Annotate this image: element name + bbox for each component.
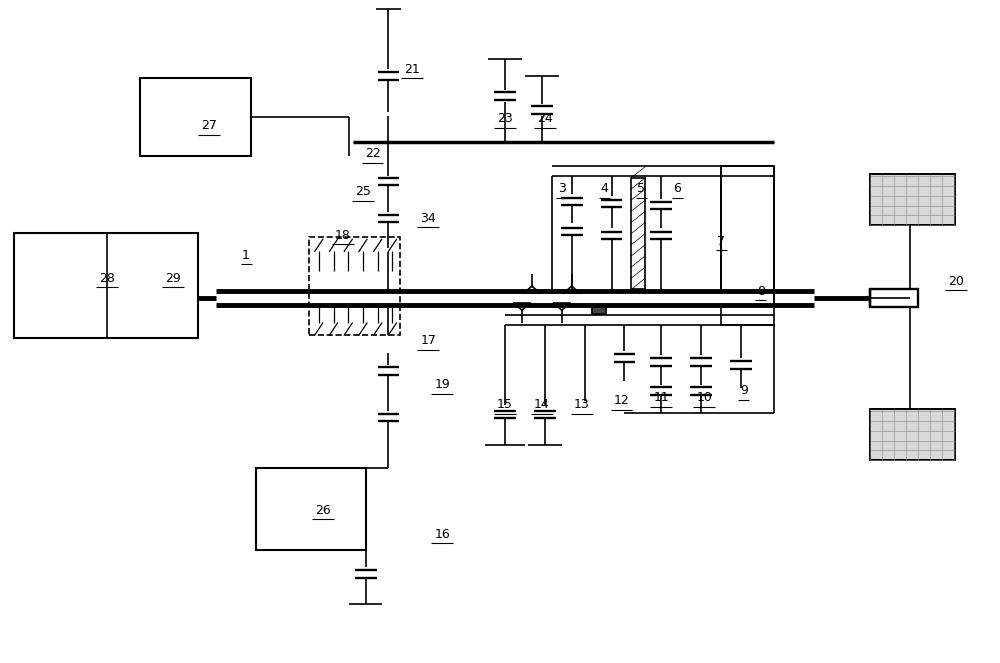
- Text: 18: 18: [335, 229, 351, 242]
- Text: 23: 23: [497, 113, 513, 125]
- Bar: [631, 178, 645, 289]
- Text: 29: 29: [165, 272, 181, 284]
- Bar: [870, 289, 918, 307]
- Text: 8: 8: [757, 284, 765, 298]
- Text: 34: 34: [420, 212, 436, 225]
- Text: 27: 27: [201, 119, 217, 133]
- Text: 10: 10: [696, 391, 712, 404]
- Text: 5: 5: [637, 182, 645, 195]
- Bar: [721, 166, 774, 291]
- Bar: [870, 174, 955, 225]
- Text: 24: 24: [537, 113, 553, 125]
- Text: 9: 9: [740, 385, 748, 397]
- Bar: [870, 408, 955, 461]
- Text: 1: 1: [242, 249, 250, 262]
- Bar: [870, 408, 955, 461]
- Text: 17: 17: [420, 334, 436, 347]
- Text: 28: 28: [99, 272, 115, 284]
- Text: 20: 20: [948, 274, 964, 288]
- Text: 3: 3: [558, 182, 566, 195]
- Bar: [870, 174, 955, 225]
- Text: 6: 6: [673, 182, 681, 195]
- Text: 15: 15: [497, 398, 513, 411]
- Text: 11: 11: [653, 391, 669, 404]
- Text: 7: 7: [717, 235, 725, 248]
- Bar: [256, 469, 366, 550]
- Text: 12: 12: [614, 394, 629, 407]
- Bar: [309, 237, 400, 335]
- Bar: [140, 78, 251, 156]
- Text: 4: 4: [601, 182, 608, 195]
- Bar: [592, 306, 606, 314]
- Text: 21: 21: [404, 62, 420, 76]
- Text: 22: 22: [365, 147, 380, 160]
- Text: 19: 19: [434, 379, 450, 391]
- Text: 13: 13: [574, 398, 590, 411]
- Bar: [14, 233, 198, 338]
- Text: 26: 26: [315, 504, 331, 516]
- Text: 14: 14: [534, 398, 550, 411]
- Text: 25: 25: [355, 185, 371, 198]
- Text: 16: 16: [434, 528, 450, 540]
- Bar: [721, 305, 774, 325]
